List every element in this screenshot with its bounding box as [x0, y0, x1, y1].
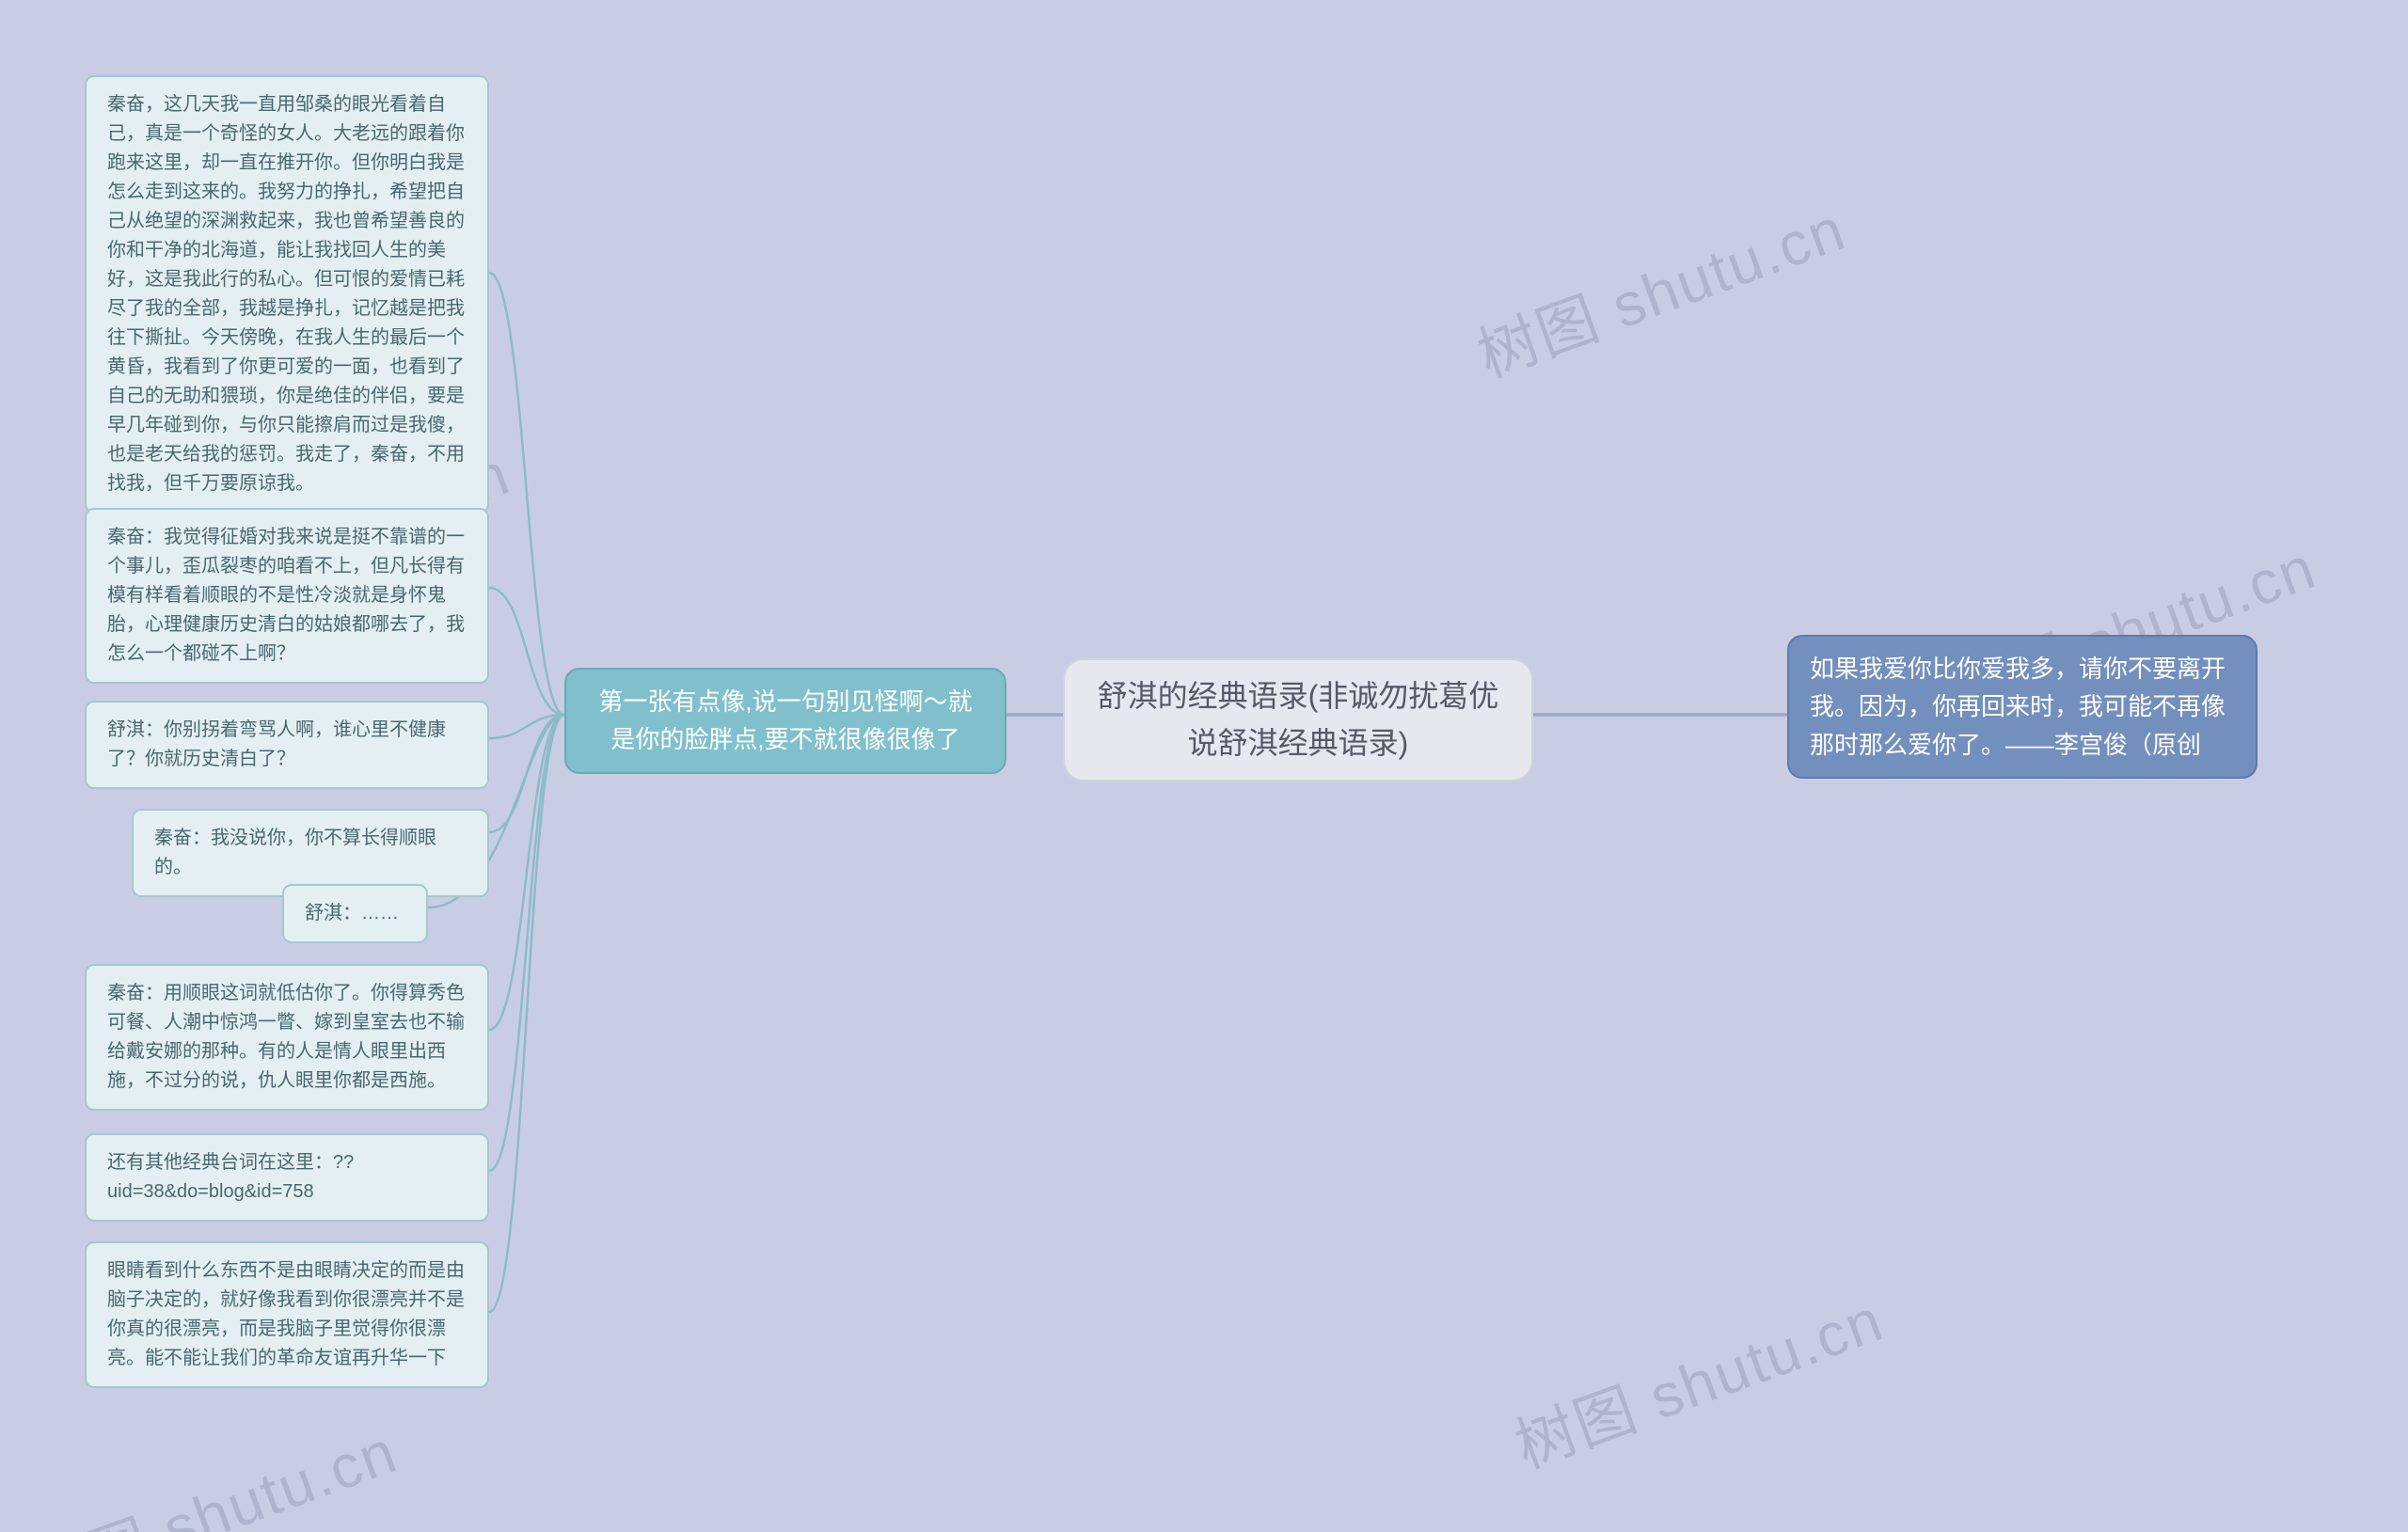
leaf-text: 还有其他经典台词在这里：??uid=38&do=blog&id=758 — [107, 1152, 354, 1202]
center-node[interactable]: 舒淇的经典语录(非诚勿扰葛优说舒淇经典语录) — [1063, 658, 1533, 782]
left-branch-node[interactable]: 第一张有点像,说一句别见怪啊～就是你的脸胖点,要不就很像很像了 — [564, 668, 1006, 774]
leaf-node[interactable]: 秦奋：用顺眼这词就低估你了。你得算秀色可餐、人潮中惊鸿一瞥、嫁到皇室去也不输给戴… — [85, 964, 489, 1111]
leaf-node[interactable]: 秦奋：我觉得征婚对我来说是挺不靠谱的一个事儿，歪瓜裂枣的咱看不上，但凡长得有模有… — [85, 508, 489, 684]
leaf-node[interactable]: 还有其他经典台词在这里：??uid=38&do=blog&id=758 — [85, 1133, 489, 1222]
watermark: 树图 shutu.cn — [16, 1404, 407, 1532]
watermark: 树图 shutu.cn — [1502, 1272, 1893, 1486]
right-branch-node[interactable]: 如果我爱你比你爱我多，请你不要离开我。因为，你再回来时，我可能不再像那时那么爱你… — [1787, 635, 2258, 779]
leaf-text: 秦奋：用顺眼这词就低估你了。你得算秀色可餐、人潮中惊鸿一瞥、嫁到皇室去也不输给戴… — [107, 983, 465, 1091]
leaf-node[interactable]: 秦奋，这几天我一直用邹桑的眼光看着自己，真是一个奇怪的女人。大老远的跟着你跑来这… — [85, 75, 489, 513]
leaf-text: 秦奋：我没说你，你不算长得顺眼的。 — [154, 828, 436, 877]
leaf-text: 舒淇：你别拐着弯骂人啊，谁心里不健康了？你就历史清白了？ — [107, 719, 446, 769]
leaf-text: 眼睛看到什么东西不是由眼睛决定的而是由脑子决定的，就好像我看到你很漂亮并不是你真… — [107, 1260, 465, 1368]
leaf-text: 舒淇：…… — [305, 903, 399, 924]
leaf-node[interactable]: 眼睛看到什么东西不是由眼睛决定的而是由脑子决定的，就好像我看到你很漂亮并不是你真… — [85, 1241, 489, 1388]
watermark: 树图 shutu.cn — [1465, 182, 1856, 395]
leaf-text: 秦奋：我觉得征婚对我来说是挺不靠谱的一个事儿，歪瓜裂枣的咱看不上，但凡长得有模有… — [107, 527, 465, 664]
center-node-text: 舒淇的经典语录(非诚勿扰葛优说舒淇经典语录) — [1098, 679, 1499, 760]
leaf-node[interactable]: 舒淇：你别拐着弯骂人啊，谁心里不健康了？你就历史清白了？ — [85, 701, 489, 789]
leaf-node[interactable]: 舒淇：…… — [282, 884, 428, 943]
right-branch-text: 如果我爱你比你爱我多，请你不要离开我。因为，你再回来时，我可能不再像那时那么爱你… — [1810, 655, 2226, 759]
mindmap-canvas: 树图 shutu.cn 树图 shutu.cn 树图 shutu.cn 树图 s… — [0, 0, 2408, 1532]
leaf-text: 秦奋，这几天我一直用邹桑的眼光看着自己，真是一个奇怪的女人。大老远的跟着你跑来这… — [107, 94, 465, 494]
left-branch-text: 第一张有点像,说一句别见怪啊～就是你的脸胖点,要不就很像很像了 — [598, 687, 972, 753]
